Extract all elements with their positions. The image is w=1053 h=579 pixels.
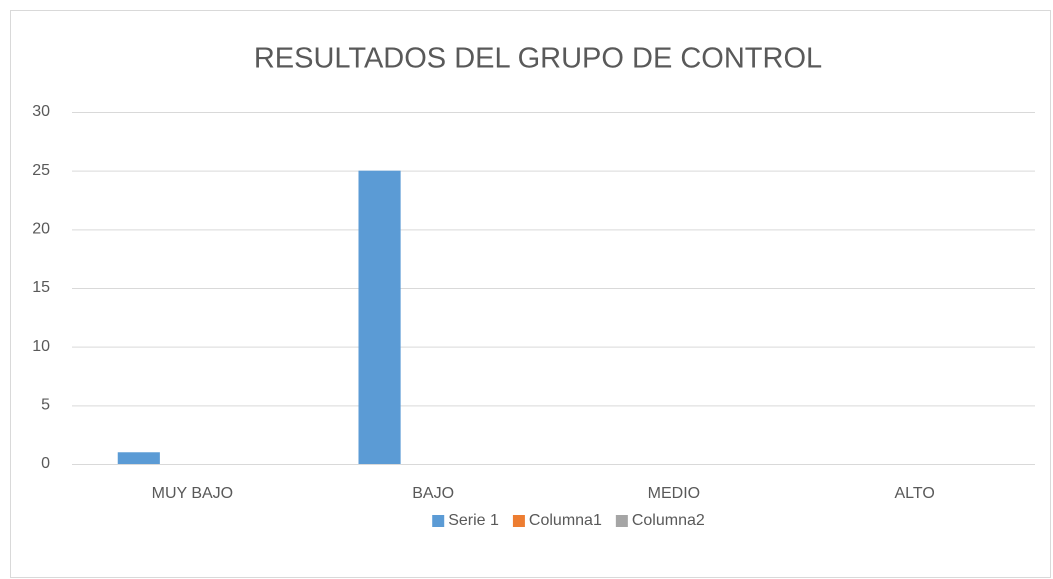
bar [117,452,160,464]
legend-swatch [615,515,628,527]
y-tick-label: 20 [32,221,50,238]
legend-swatch [432,515,445,527]
chart-title: RESULTADOS DEL GRUPO DE CONTROL [254,43,822,75]
y-tick-label: 25 [32,162,50,179]
x-tick-label: BAJO [412,485,454,502]
legend-swatch [512,515,525,527]
chart-border [10,10,1051,578]
x-tick-label: ALTO [894,485,934,502]
legend-label: Columna2 [632,512,705,529]
x-tick-label: MUY BAJO [152,485,234,502]
y-tick-label: 30 [32,103,50,120]
x-tick-label: MEDIO [648,485,700,502]
bar [358,170,401,464]
legend-label: Columna1 [529,512,602,529]
y-tick-label: 5 [41,397,50,414]
legend-label: Serie 1 [448,512,499,529]
y-tick-label: 15 [32,279,50,296]
y-tick-label: 10 [32,338,50,355]
y-tick-label: 0 [41,455,50,472]
